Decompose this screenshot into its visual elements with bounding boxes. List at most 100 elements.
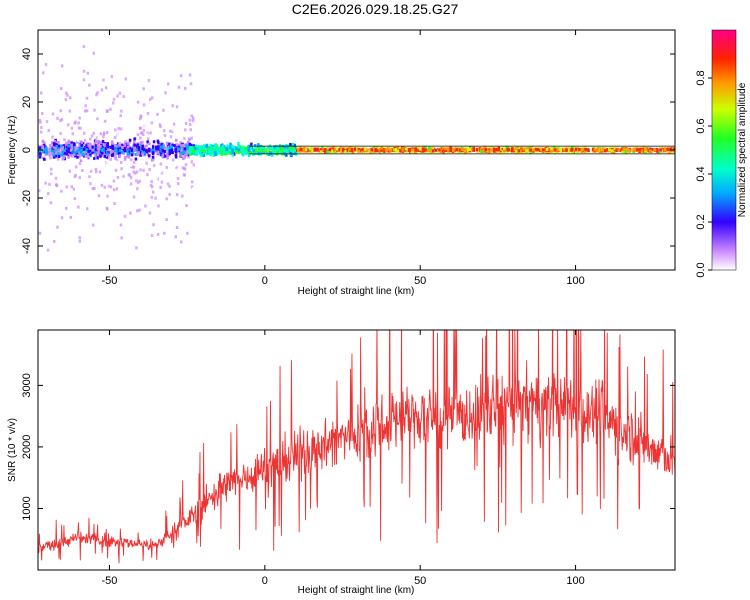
spectrogram-cell: [79, 154, 82, 158]
spectrogram-cell: [444, 148, 447, 152]
spectrogram-cell: [54, 150, 58, 154]
spectrogram-cell: [189, 149, 193, 153]
spectrogram-cell: [350, 147, 354, 151]
spectrogram-noise-cell: [175, 105, 179, 109]
spectrogram-cell: [142, 151, 146, 155]
spectrogram-cell: [249, 146, 252, 150]
spectrogram-cell: [155, 147, 158, 151]
spectrogram-cell: [82, 149, 86, 153]
spectrogram-noise-cell: [191, 119, 195, 123]
spectrogram-cell: [196, 145, 200, 149]
spectrogram-noise-cell: [56, 157, 60, 161]
spectrogram-cell: [621, 147, 624, 151]
spectrogram-cell: [52, 149, 56, 153]
spectrogram-noise-cell: [113, 136, 117, 140]
spectrogram-cell: [484, 148, 488, 152]
spectrogram-cell: [57, 144, 61, 148]
spectrogram-noise-cell: [188, 118, 192, 122]
spectrogram-noise-cell: [191, 187, 195, 191]
spectrogram-cell: [85, 146, 89, 150]
spectrogram-cell: [495, 148, 499, 152]
spectrogram-cell: [43, 157, 46, 161]
spectrogram-cell: [52, 145, 55, 149]
spectrogram-cell: [63, 153, 66, 157]
spectrogram-cell: [316, 148, 319, 152]
spectrogram-noise-cell: [93, 134, 97, 138]
spectrogram-cell: [372, 149, 376, 153]
spec-x-tick-label: 0: [262, 275, 268, 287]
spectrogram-cell: [134, 152, 138, 156]
spectrogram-cell: [53, 140, 57, 144]
spectrogram-cell: [110, 150, 114, 154]
spectrogram-x-label: Height of straight line (km): [298, 286, 415, 297]
spectrogram-cell: [183, 143, 187, 147]
spectrogram-cell: [81, 146, 85, 150]
spectrogram-cell: [563, 147, 566, 151]
spectrogram-noise-cell: [139, 168, 142, 172]
spectrogram-noise-cell: [174, 189, 178, 193]
spectrogram-cell: [545, 147, 549, 151]
spectrogram-noise-cell: [149, 183, 153, 187]
spectrogram-cell: [357, 149, 361, 153]
spectrogram-cell: [578, 147, 581, 151]
spectrogram-cell: [52, 143, 56, 147]
spectrogram-cell: [389, 148, 392, 152]
spectrogram-cell: [134, 157, 138, 161]
spectrogram-cell: [261, 146, 264, 150]
spectrogram-cell: [74, 152, 78, 156]
spectrogram-cell: [59, 146, 63, 150]
spectrogram-noise-cell: [44, 181, 47, 185]
spectrogram-cell: [580, 149, 584, 153]
spectrogram-cell: [253, 144, 257, 148]
spectrogram-cell: [118, 148, 122, 152]
spectrogram-noise-cell: [44, 126, 48, 130]
spectrogram-cell: [534, 147, 538, 151]
spectrogram-noise-cell: [78, 161, 82, 165]
spectrogram-cell: [388, 146, 392, 150]
spectrogram-cell: [269, 149, 272, 153]
spectrogram-cell: [99, 144, 102, 148]
spectrogram-cell: [194, 144, 197, 148]
spectrogram-cell: [185, 144, 188, 148]
spectrogram-cell: [274, 145, 277, 149]
spectrogram-cell: [215, 144, 219, 148]
spectrogram-noise-cell: [116, 94, 119, 98]
spectrogram-cell: [160, 149, 163, 153]
spectrogram-cell: [501, 149, 505, 153]
spectrogram-cell: [189, 146, 193, 150]
spectrogram-cell: [313, 148, 317, 152]
spectrogram-noise-cell: [146, 173, 149, 177]
spectrogram-cell: [76, 140, 79, 144]
spectrogram-cell: [293, 149, 296, 153]
spectrogram-cell: [237, 144, 241, 148]
spectrogram-cell: [394, 147, 398, 151]
spectrogram-noise-cell: [189, 128, 192, 132]
spectrogram-cell: [179, 141, 182, 145]
spectrogram-noise-cell: [49, 90, 52, 94]
spectrogram-noise-cell: [158, 123, 162, 127]
colorbar-tick-label: 0.8: [695, 70, 707, 85]
spectrogram-cell: [180, 151, 183, 155]
spectrogram-y-label: Frequency (Hz): [7, 116, 18, 185]
spectrogram-cell: [288, 146, 292, 150]
spectrogram-cell: [157, 140, 160, 144]
spectrogram-noise-cell: [187, 137, 191, 141]
spectrogram-noise-cell: [171, 158, 175, 162]
spectrogram-cell: [183, 154, 187, 158]
spectrogram-cell: [353, 147, 356, 151]
spectrogram-cell: [157, 150, 160, 154]
spectrogram-noise-cell: [77, 205, 80, 209]
spectrogram-noise-cell: [82, 128, 85, 132]
spectrogram-cell: [70, 143, 73, 147]
spectrogram-cell: [293, 151, 296, 155]
spectrogram-noise-cell: [106, 109, 109, 113]
spectrogram-noise-cell: [175, 212, 179, 216]
spectrogram-noise-cell: [109, 107, 112, 111]
spectrogram-cell: [239, 147, 242, 151]
spectrogram-cell: [94, 141, 97, 145]
spectrogram-noise-cell: [150, 195, 154, 199]
spectrogram-cell: [70, 145, 73, 149]
spectrogram-noise-cell: [163, 231, 166, 235]
spectrogram-cell: [207, 147, 210, 151]
spectrogram-cell: [100, 145, 104, 149]
